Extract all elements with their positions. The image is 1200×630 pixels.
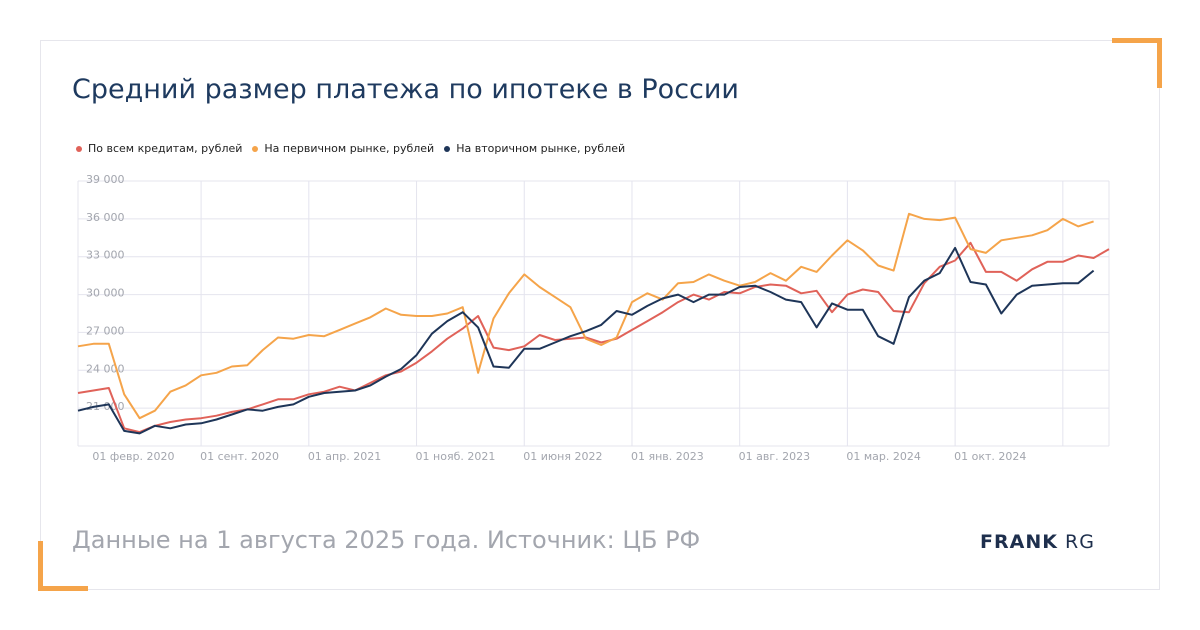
legend-label-all: По всем кредитам, рублей: [88, 142, 243, 155]
y-tick-label: 30 000: [86, 287, 125, 300]
series-line-1: [77, 241, 1110, 434]
y-tick-label: 36 000: [86, 211, 125, 224]
x-tick-label: 01 июня 2022: [523, 450, 602, 463]
x-tick-label: 01 сент. 2020: [200, 450, 279, 463]
y-tick-label: 27 000: [86, 324, 125, 337]
legend-label-secondary: На вторичном рынке, рублей: [456, 142, 626, 155]
x-tick-label: 01 нояб. 2021: [416, 450, 496, 463]
chart-title: Средний размер платежа по ипотеке в Росс…: [72, 74, 739, 105]
frank-rg-logo: FRANK RG: [980, 531, 1095, 553]
x-tick-label: 01 окт. 2024: [954, 450, 1026, 463]
chart-legend: По всем кредитам, рублей На первичном ры…: [76, 142, 625, 155]
source-footnote: Данные на 1 августа 2025 года. Источник:…: [72, 526, 701, 554]
x-tick-label: 01 янв. 2023: [631, 450, 704, 463]
legend-label-primary: На первичном рынке, рублей: [264, 142, 435, 155]
x-tick-label: 01 мар. 2024: [846, 450, 921, 463]
legend-item-secondary[interactable]: На вторичном рынке, рублей: [444, 142, 625, 155]
legend-item-all[interactable]: По всем кредитам, рублей: [76, 142, 242, 155]
logo-light-text: RG: [1065, 531, 1095, 553]
series-line-3: [77, 246, 1095, 435]
corner-decoration-top-right: [1112, 38, 1162, 88]
x-tick-label: 01 авг. 2023: [739, 450, 810, 463]
logo-bold-text: FRANK: [980, 531, 1058, 553]
legend-marker-secondary: [444, 145, 451, 152]
legend-item-primary[interactable]: На первичном рынке, рублей: [252, 142, 434, 155]
legend-marker-all: [76, 145, 82, 152]
x-tick-label: 01 февр. 2020: [92, 450, 174, 463]
legend-marker-primary: [252, 145, 259, 152]
chart-card: [40, 40, 1160, 590]
series-line-2: [77, 212, 1094, 420]
x-tick-label: 01 апр. 2021: [308, 450, 381, 463]
y-tick-label: 33 000: [86, 249, 125, 262]
corner-decoration-bottom-left: [38, 541, 88, 591]
y-tick-label: 39 000: [86, 173, 125, 186]
